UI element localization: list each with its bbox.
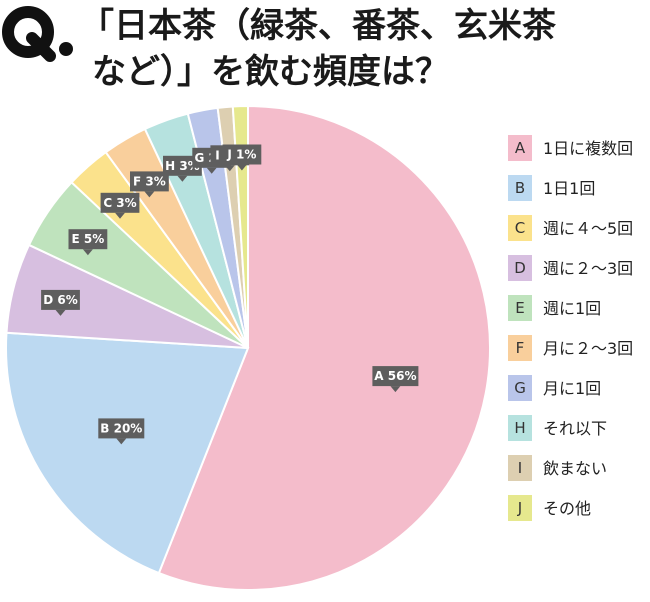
legend-item-b: B 1日1回 [508,175,595,201]
q-mark-logo [2,6,73,62]
pie-slices [5,104,491,591]
legend-swatch [508,495,532,521]
svg-text:J 1%: J 1% [226,148,256,162]
legend-label: 飲まない [543,459,607,478]
svg-text:A 56%: A 56% [374,369,416,383]
data-label-c: C 3% [100,192,140,219]
data-label-a: A 56% [372,366,419,393]
data-label-d: D 6% [41,289,80,316]
legend: A 1日に複数回 B 1日1回 C 週に４〜5回 D 週に２〜3回 E 週に1回 F 月に２〜3回 G 月… [508,135,633,521]
legend-label: 週に２〜3回 [543,259,633,278]
svg-text:B 20%: B 20% [100,421,142,435]
legend-item-f: F 月に２〜3回 [508,335,633,361]
legend-item-g: G 月に1回 [508,375,601,401]
legend-swatch [508,255,532,281]
legend-letter: I [518,459,522,477]
legend-letter: F [516,339,525,357]
legend-swatch [508,295,532,321]
legend-item-e: E 週に1回 [508,295,601,321]
legend-letter: A [515,139,526,157]
title-line-1: 「日本茶（緑茶、番茶、玄米茶 [80,6,556,46]
legend-letter: J [517,499,522,517]
legend-label: 1日1回 [543,179,595,198]
legend-swatch [508,135,532,161]
data-label-h: H 3% [163,155,202,182]
legend-label: 週に1回 [543,299,601,318]
data-labels: A 56%B 20%D 6%E 5%C 3%F 3%H 3%G 2%I 1%J … [41,144,419,445]
legend-letter: C [515,219,525,237]
legend-letter: B [515,179,525,197]
legend-label: 1日に複数回 [543,139,633,158]
legend-label: 週に４〜5回 [543,219,633,238]
legend-swatch [508,375,532,401]
title-line-2: など）」を飲む頻度は？ [92,52,449,92]
legend-letter: G [514,379,526,397]
legend-item-d: D 週に２〜3回 [508,255,633,281]
legend-letter: H [514,419,525,437]
data-label-e: E 5% [68,229,108,256]
legend-item-j: J その他 [508,495,591,521]
legend-swatch [508,455,532,481]
legend-item-c: C 週に４〜5回 [508,215,633,241]
svg-text:E 5%: E 5% [72,232,105,246]
legend-label: 月に1回 [543,379,601,398]
legend-swatch [508,335,532,361]
data-label-f: F 3% [130,171,169,198]
legend-item-i: I 飲まない [508,455,607,481]
pie-chart: A 56%B 20%D 6%E 5%C 3%F 3%H 3%G 2%I 1%J … [5,104,633,591]
legend-label: それ以下 [543,419,607,438]
data-label-b: B 20% [98,418,145,445]
legend-label: 月に２〜3回 [543,339,633,358]
data-label-j: J 1% [222,144,262,171]
svg-text:C 3%: C 3% [103,196,136,210]
svg-text:D 6%: D 6% [43,293,78,307]
svg-text:F 3%: F 3% [133,174,166,188]
pie-slice-a [157,104,491,591]
legend-item-a: A 1日に複数回 [508,135,633,161]
legend-swatch [508,215,532,241]
legend-swatch [508,175,532,201]
pie-slice-b [5,331,250,575]
legend-letter: D [514,259,526,277]
svg-text:H 3%: H 3% [165,159,200,173]
legend-label: その他 [543,499,591,518]
legend-letter: E [515,299,524,317]
legend-swatch [508,415,532,441]
legend-item-h: H それ以下 [508,415,607,441]
